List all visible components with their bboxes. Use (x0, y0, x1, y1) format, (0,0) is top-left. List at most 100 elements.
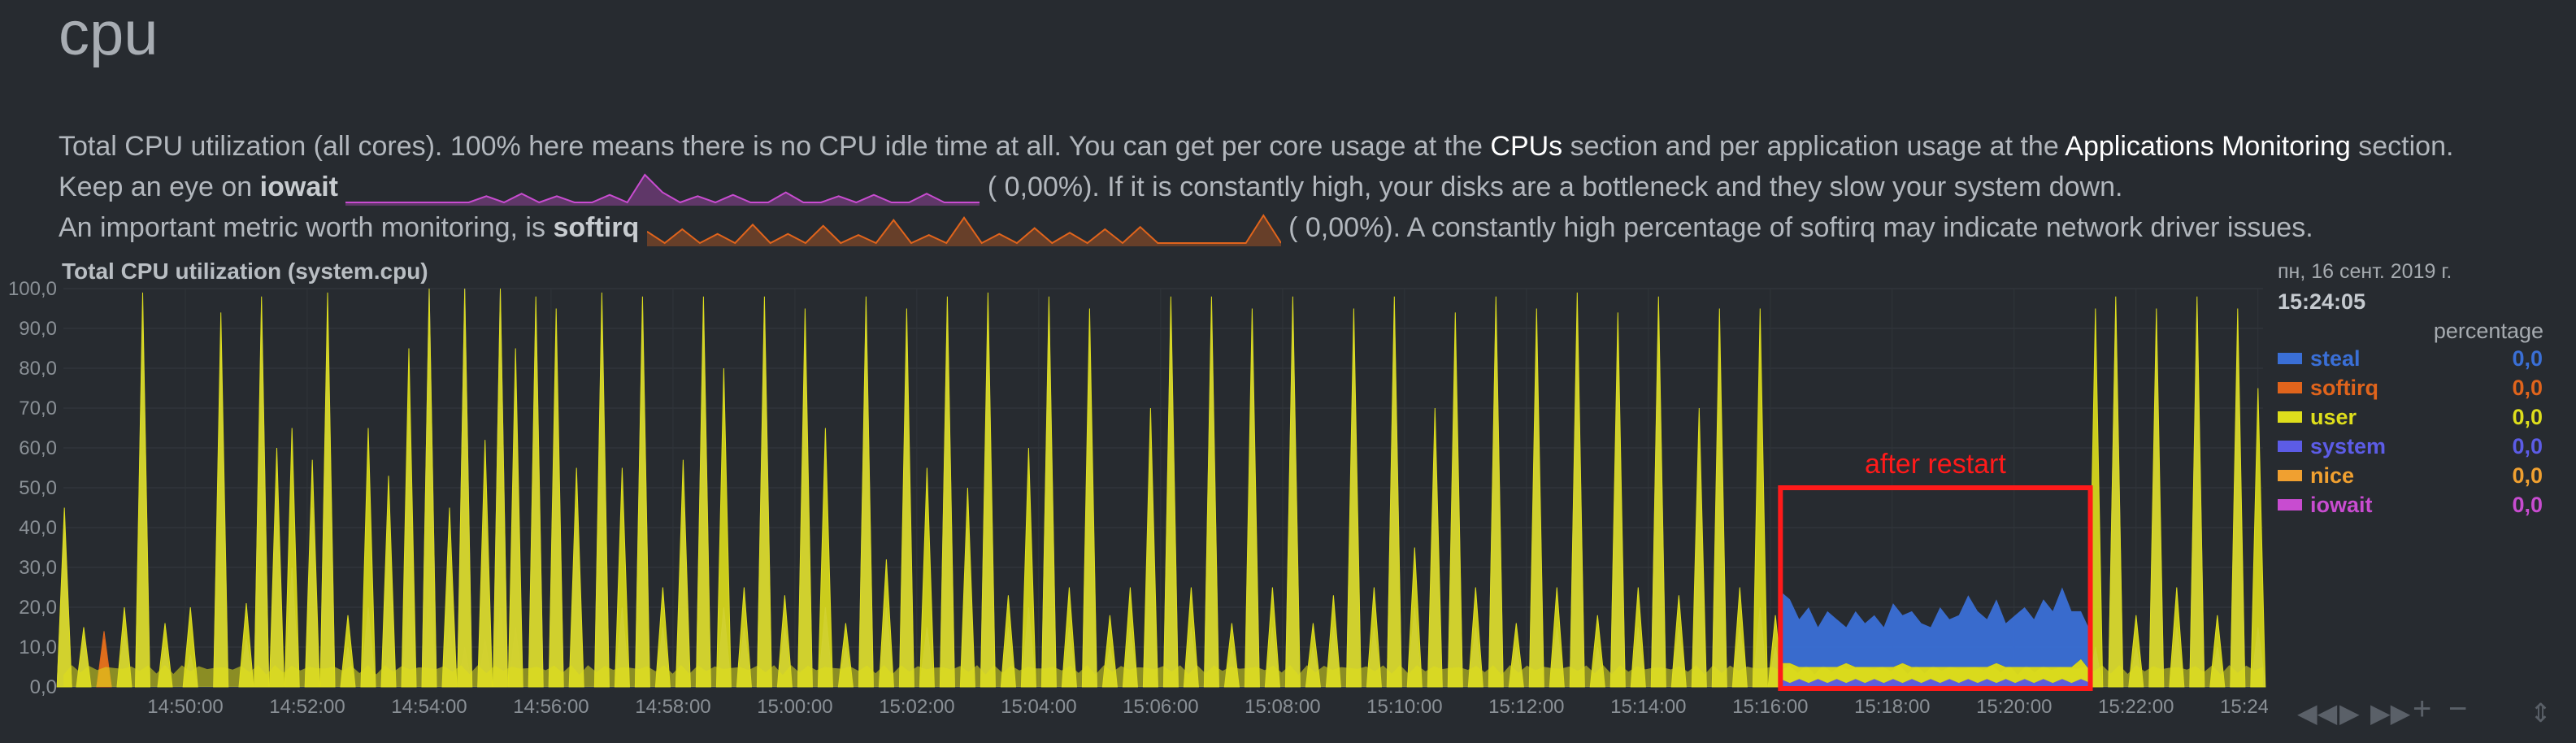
x-tick-label: 15:06:00 (1123, 696, 1198, 715)
spike-user (2108, 296, 2124, 688)
spike-user (1142, 407, 1158, 688)
spike-user (1528, 308, 1544, 688)
y-tick-label: 20,0 (19, 597, 57, 619)
spike-user (634, 296, 650, 688)
spike-user (477, 440, 493, 688)
play-button[interactable]: ▶ (2339, 698, 2360, 728)
legend-item-system[interactable]: system 0,0 (2278, 432, 2543, 462)
legend-swatch (2278, 470, 2302, 481)
description-text: Total CPU utilization (all cores). 100% … (59, 131, 1491, 162)
pan-left-button[interactable]: ◀◀ (2297, 698, 2338, 728)
x-tick-label: 15:10:00 (1366, 696, 1442, 715)
spike-user (360, 428, 376, 688)
sparkline-line (646, 214, 1281, 245)
cpus-link[interactable]: CPUs (1490, 131, 1563, 162)
spike-user (2148, 308, 2165, 688)
legend-item-user[interactable]: user 0,0 (2278, 403, 2543, 432)
y-tick-label: 100,0 (8, 278, 57, 300)
spike-user (695, 296, 711, 688)
resize-handle[interactable]: ⇕ (2530, 698, 2552, 728)
spike-user (1040, 296, 1057, 688)
legend-item-softirq[interactable]: softirq 0,0 (2278, 374, 2543, 403)
spike-user (254, 296, 270, 688)
y-tick-label: 30,0 (19, 557, 57, 579)
legend-value: 0,0 (2512, 376, 2543, 400)
legend-swatch (2278, 411, 2302, 423)
y-tick-label: 90,0 (19, 318, 57, 340)
description-line-3: An important metric worth monitoring, is… (59, 211, 2313, 247)
x-tick-label: 14:50:00 (147, 696, 223, 715)
spike-user (1691, 407, 1707, 688)
description-text: section. (2350, 131, 2454, 162)
pan-right-button[interactable]: ▶▶ (2370, 698, 2411, 728)
restart-area-system (1780, 679, 2091, 687)
spike-user (817, 428, 833, 688)
y-tick-label: 70,0 (19, 398, 57, 419)
spike-user (56, 507, 72, 688)
y-tick-label: 50,0 (19, 477, 57, 499)
spike-user (1650, 296, 1666, 688)
legend-name: steal (2310, 346, 2361, 371)
description-line-2: Keep an eye on iowait ( 0,00%). If it is… (59, 171, 2122, 206)
legend-swatch (2278, 499, 2302, 511)
spike-user (1244, 308, 1260, 688)
y-tick-label: 10,0 (19, 637, 57, 658)
spike-user (2230, 308, 2246, 688)
legend-item-steal[interactable]: steal 0,0 (2278, 345, 2543, 374)
spike-user (507, 348, 523, 688)
spike-user (1284, 296, 1301, 688)
spike-user (614, 467, 630, 688)
softirq-sparkline (646, 214, 1281, 247)
spike-user (919, 467, 935, 688)
spike-user (1162, 296, 1179, 688)
legend-value: 0,0 (2512, 346, 2543, 371)
legend-units: percentage (2433, 319, 2543, 343)
sparkline-line (345, 173, 980, 204)
x-tick-label: 15:20:00 (1976, 696, 2052, 715)
legend-name: user (2310, 405, 2357, 429)
applications-monitoring-link[interactable]: Applications Monitoring (2065, 131, 2351, 162)
legend-name: iowait (2310, 493, 2373, 517)
chart-title: Total CPU utilization (system.cpu) (62, 259, 428, 284)
spike-user (2189, 296, 2205, 688)
y-tick-label: 0,0 (30, 676, 57, 698)
x-tick-label: 14:52:00 (269, 696, 345, 715)
x-tick-label: 14:54:00 (391, 696, 467, 715)
x-tick-label: 15:14:00 (1610, 696, 1686, 715)
x-tick-label: 14:56:00 (513, 696, 589, 715)
spike-user (593, 292, 610, 688)
spike-user (1427, 407, 1443, 688)
x-tick-label: 15:08:00 (1245, 696, 1320, 715)
x-tick-label: 15:18:00 (1854, 696, 1930, 715)
zoom-out-button[interactable]: − (2448, 691, 2468, 727)
spike-user (568, 467, 584, 688)
spike-user (1752, 308, 1768, 688)
legend-item-iowait[interactable]: iowait 0,0 (2278, 491, 2543, 520)
spike-user (959, 487, 975, 688)
x-tick-label: 15:12:00 (1488, 696, 1564, 715)
legend-swatch (2278, 382, 2302, 393)
legend-value: 0,0 (2512, 493, 2543, 517)
softirq-keyword: softirq (553, 212, 640, 243)
description-text: An important metric worth monitoring, is (59, 212, 554, 243)
x-tick-label: 14:58:00 (635, 696, 710, 715)
restart-area-user (1780, 658, 2091, 684)
legend-item-nice[interactable]: nice 0,0 (2278, 462, 2543, 491)
cpu-chart[interactable]: 100,0 90,0 80,0 70,0 60,0 50,0 40,0 30,0 20,0 10,… (0, 276, 2268, 715)
legend-time: 15:24:05 (2278, 289, 2366, 314)
spike-user (1569, 292, 1585, 688)
spike-user (939, 296, 955, 688)
y-tick-label: 40,0 (19, 517, 57, 539)
spike-user (380, 476, 397, 688)
legend-value: 0,0 (2512, 434, 2543, 458)
spike-user (675, 459, 691, 688)
x-tick-label: 15:22:00 (2098, 696, 2174, 715)
annotation-box (1778, 485, 2093, 691)
iowait-keyword: iowait (259, 172, 338, 202)
spike-user (134, 292, 151, 688)
description-line-1: Total CPU utilization (all cores). 100% … (59, 130, 2453, 163)
x-tick-label: 15:24:00 (2220, 696, 2268, 715)
section-title: cpu (59, 0, 159, 68)
zoom-in-button[interactable]: + (2413, 691, 2432, 727)
spike-user (1081, 308, 1097, 688)
